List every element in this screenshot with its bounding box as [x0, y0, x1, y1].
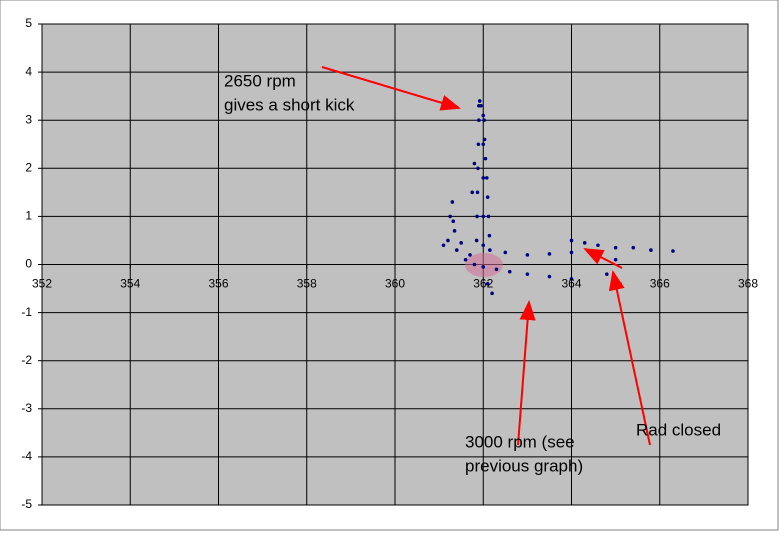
point [569, 277, 574, 281]
point [454, 248, 459, 252]
point [448, 214, 452, 219]
point [609, 286, 614, 291]
point [475, 214, 479, 219]
point [479, 103, 483, 108]
point [472, 262, 477, 267]
point [477, 118, 481, 122]
point [494, 267, 499, 272]
point [468, 253, 472, 257]
y-tick-label: 3 [25, 112, 32, 126]
point [481, 243, 486, 248]
point [547, 274, 552, 279]
x-tick-label: 356 [208, 277, 228, 291]
point [525, 253, 530, 257]
x-tick-label: 362 [473, 277, 493, 291]
point [481, 142, 486, 147]
point [486, 214, 491, 219]
x-tick-label: 358 [297, 277, 317, 291]
point [631, 245, 636, 250]
point [569, 250, 574, 255]
point [525, 272, 530, 276]
point [613, 245, 618, 250]
point [596, 243, 600, 248]
point [613, 257, 618, 262]
annotation: previous graph) [465, 456, 583, 475]
point [582, 241, 587, 245]
point [481, 113, 486, 118]
point [485, 281, 490, 286]
annotation: 2650 rpm [224, 71, 296, 90]
x-tick-label: 368 [738, 277, 758, 291]
point [450, 200, 455, 204]
annotation: Rad closed [636, 420, 721, 439]
y-tick-label: -1 [21, 305, 32, 319]
point [649, 248, 653, 252]
point [481, 176, 486, 180]
y-tick-label: -5 [21, 497, 32, 511]
point [485, 195, 490, 199]
x-tick-label: 354 [120, 277, 140, 291]
y-tick-label: 1 [25, 209, 32, 223]
point [487, 233, 492, 238]
point [618, 281, 622, 286]
point [490, 291, 494, 296]
point [507, 269, 512, 274]
point [503, 250, 508, 255]
point [446, 238, 450, 243]
y-tick-label: -4 [21, 449, 32, 463]
point [470, 190, 475, 195]
point [482, 137, 487, 142]
point [605, 272, 609, 276]
point [484, 176, 489, 180]
y-tick-label: 2 [25, 160, 32, 174]
y-tick-label: -2 [21, 353, 32, 367]
point [477, 99, 482, 103]
arrows [321, 66, 651, 446]
point [671, 249, 675, 253]
point [474, 238, 479, 243]
point [569, 238, 574, 243]
point [451, 219, 456, 224]
point [476, 142, 481, 147]
x-tick-label: 360 [385, 277, 405, 291]
annotation: gives a short kick [224, 95, 355, 114]
point [476, 166, 480, 171]
x-tick-label: 364 [561, 277, 581, 291]
point [488, 248, 492, 252]
annotation: 3000 rpm (see [465, 432, 575, 451]
y-tick-label: 5 [25, 16, 32, 30]
point [482, 118, 486, 122]
point [475, 190, 480, 195]
point [481, 214, 486, 219]
y-tick-label: 0 [25, 257, 32, 271]
highlight [465, 253, 503, 277]
y-tick-label: 4 [25, 64, 32, 78]
point [547, 252, 552, 256]
point [472, 161, 477, 166]
x-tick-label: 352 [32, 277, 52, 291]
point [459, 241, 463, 245]
point [452, 229, 457, 233]
point [483, 156, 488, 161]
y-tick-label: -3 [21, 401, 32, 415]
point [481, 265, 486, 269]
x-tick-label: 366 [650, 277, 670, 291]
point [463, 257, 468, 262]
point [441, 243, 446, 248]
